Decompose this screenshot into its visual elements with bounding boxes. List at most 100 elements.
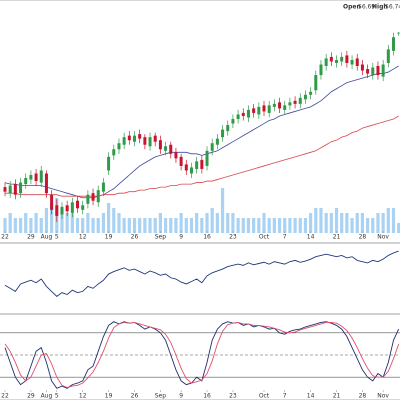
candle-body [195,161,199,169]
candle-body [112,149,116,156]
volume-bar [350,218,354,233]
volume-bar [220,188,225,233]
candle-body [221,129,225,138]
candle-body [164,146,168,151]
x-tick-label: 12 [79,234,87,241]
x-tick-label: 5 [55,393,59,400]
x-tick-label: 16 [203,393,211,400]
candle-body [24,178,28,185]
volume-bar [210,208,214,233]
candle-body [50,194,54,210]
volume-bar [117,213,121,233]
candle-body [366,69,370,74]
volume-bar [231,213,235,233]
candle-body [117,143,121,150]
volume-bar [303,218,308,233]
x-tick-label: 28 [359,393,367,400]
candle-body [355,58,359,67]
x-tick-label: Nov [377,393,389,400]
candle-body [262,105,266,112]
candle-body [283,105,287,110]
x-tick-label: 29 [27,234,35,241]
candle-body [309,91,313,95]
candle-body [288,102,292,106]
candle-body [272,103,276,107]
volume-bar [298,218,302,233]
volume-bar [283,218,287,233]
candle-body [55,205,59,216]
candle-body [96,190,100,203]
candle-body [376,66,380,76]
candle-body [257,106,261,115]
indicator-line [4,321,400,389]
volume-bar [252,218,256,233]
x-tick-label: 26 [131,234,139,241]
candle-body [386,49,390,63]
volume-bar [143,218,147,233]
candle-body [231,119,235,124]
x-tick-label: 14 [307,393,315,400]
volume-bar [360,213,365,233]
x-tick-label: Aug [41,234,53,241]
x-tick-label: 22 [1,393,9,400]
candle-body [39,170,43,183]
candle-body [392,37,395,51]
x-tick-label: Oct [259,234,270,241]
volume-bar [329,213,333,233]
candle-body [236,114,240,119]
volume-bar [75,218,80,233]
candle-body [267,105,271,113]
x-tick-label: 7 [283,234,287,241]
candle-body [324,58,328,67]
indicator-line [4,321,400,389]
candle-body [122,137,126,145]
volume-bar [96,218,100,233]
candle-body [60,206,64,215]
candle-body [335,59,339,63]
candle-body [70,202,74,213]
indicator-line [4,250,399,297]
quote-value: 56.74 [385,4,400,11]
candle-body [13,184,17,195]
candle-body [34,173,38,182]
volume-bar [112,208,116,233]
candle-body [184,164,188,171]
volume-bar [381,213,385,233]
volume-bar [169,218,173,233]
volume-bar [148,218,152,233]
candle-body [44,173,48,194]
candle-body [226,125,230,132]
volume-bar [345,213,349,233]
candle-body [143,137,147,145]
candle-body [133,135,136,142]
volume-bar [205,213,209,233]
volume-bar [138,218,142,233]
candle-body [65,205,69,212]
x-tick-label: Oct [259,393,270,400]
x-tick-label: 29 [27,393,35,400]
candle-body [29,175,33,180]
candle-body [138,134,142,139]
x-tick-label: 21 [333,234,341,241]
candle-body [127,135,131,141]
volume-bar [246,218,251,233]
candle-body [101,182,105,192]
candle-body [298,97,302,104]
moving-average [5,115,399,197]
x-tick-label: 23 [229,234,237,241]
candle-body [293,100,297,104]
volume-bar [277,218,282,233]
candle-body [179,156,183,166]
candle-body [340,56,344,62]
volume-bar [340,213,344,233]
candle-body [200,159,204,169]
candle-body [3,187,7,192]
x-tick-label: 12 [79,393,87,400]
candle-body [8,185,12,194]
candle-body [397,32,400,34]
candle-body [86,194,90,204]
x-tick-label: 19 [105,393,113,400]
volume-bar [60,208,64,233]
volume-bar [107,203,111,233]
volume-bar [272,218,276,233]
